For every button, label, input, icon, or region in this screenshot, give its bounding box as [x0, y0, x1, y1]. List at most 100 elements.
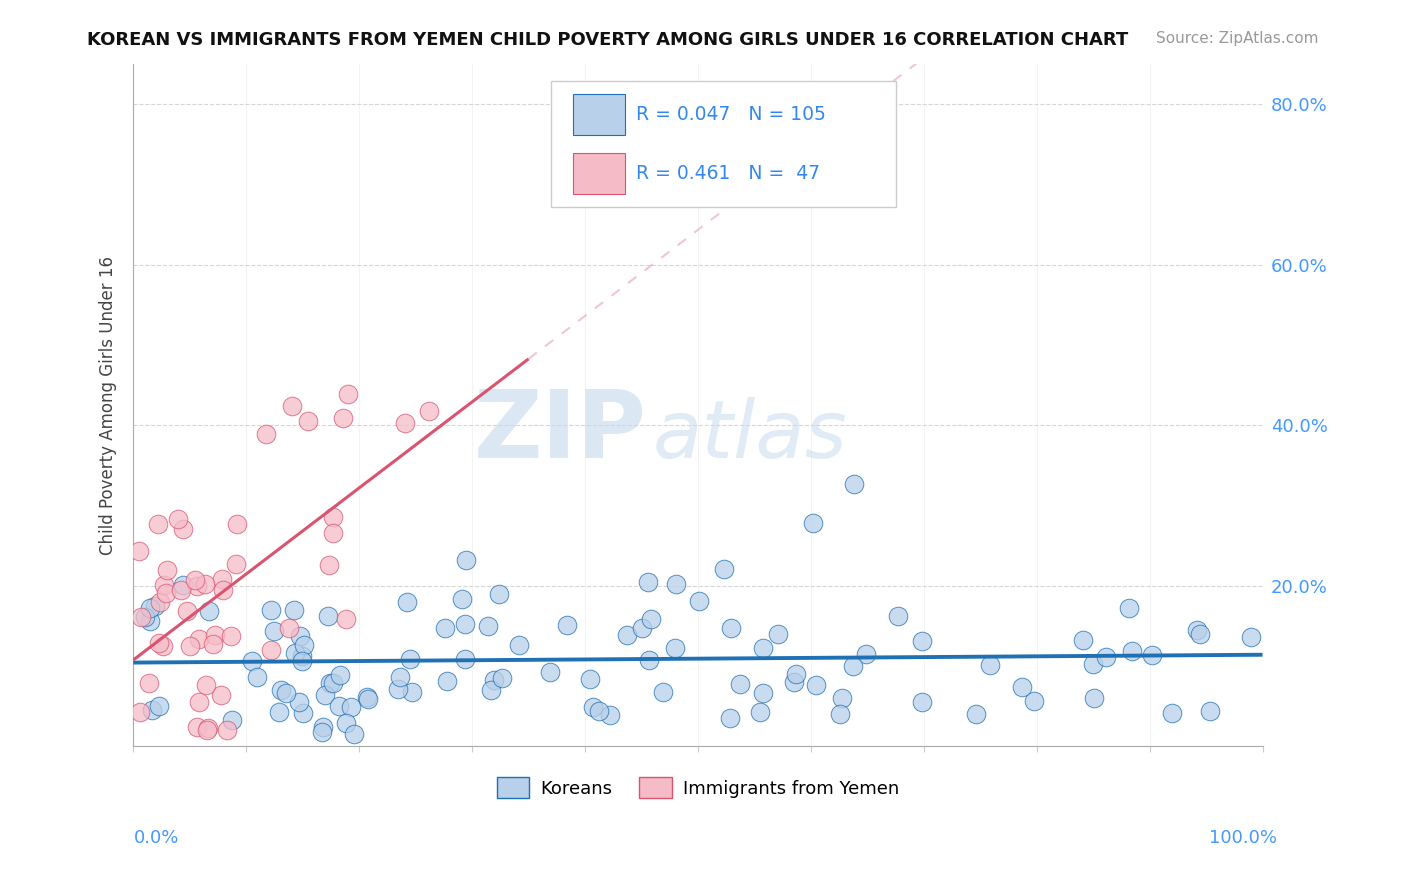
Text: atlas: atlas — [652, 397, 848, 475]
Point — [831, 690, 853, 705]
Point — [221, 713, 243, 727]
Point — [284, 646, 307, 660]
Point — [616, 628, 638, 642]
Point — [1024, 694, 1046, 708]
Legend: Koreans, Immigrants from Yemen: Koreans, Immigrants from Yemen — [489, 770, 905, 805]
Point — [855, 647, 877, 661]
Point — [283, 603, 305, 617]
Point — [389, 670, 412, 684]
Point — [436, 673, 458, 688]
Point — [149, 595, 172, 609]
Point — [292, 638, 315, 652]
Point — [337, 386, 360, 401]
Point — [538, 665, 561, 679]
Point — [688, 593, 710, 607]
Point — [911, 633, 934, 648]
Point — [491, 671, 513, 685]
FancyBboxPatch shape — [572, 94, 624, 135]
Point — [254, 426, 277, 441]
Point — [631, 621, 654, 635]
Point — [768, 627, 790, 641]
Point — [204, 628, 226, 642]
Point — [842, 659, 865, 673]
Point — [322, 510, 344, 524]
Point — [477, 619, 499, 633]
Point — [278, 621, 301, 635]
Text: R = 0.047   N = 105: R = 0.047 N = 105 — [636, 105, 825, 124]
Point — [713, 562, 735, 576]
Point — [599, 707, 621, 722]
Point — [288, 695, 311, 709]
Point — [288, 629, 311, 643]
Point — [225, 557, 247, 571]
Point — [179, 640, 201, 654]
Point — [281, 399, 304, 413]
Point — [387, 682, 409, 697]
Point — [211, 572, 233, 586]
Point — [129, 609, 152, 624]
Point — [315, 689, 337, 703]
Point — [195, 723, 218, 737]
Point — [246, 670, 269, 684]
Point — [202, 637, 225, 651]
Point — [728, 677, 751, 691]
Point — [198, 604, 221, 618]
Point — [318, 558, 340, 572]
Point — [640, 612, 662, 626]
Point — [143, 599, 166, 613]
Point — [267, 706, 290, 720]
Point — [1185, 623, 1208, 637]
Point — [318, 609, 340, 624]
Point — [785, 666, 807, 681]
Point — [394, 416, 416, 430]
Text: Source: ZipAtlas.com: Source: ZipAtlas.com — [1156, 31, 1319, 46]
Point — [1142, 648, 1164, 663]
Point — [170, 582, 193, 597]
Text: KOREAN VS IMMIGRANTS FROM YEMEN CHILD POVERTY AMONG GIRLS UNDER 16 CORRELATION C: KOREAN VS IMMIGRANTS FROM YEMEN CHILD PO… — [87, 31, 1129, 49]
Point — [138, 676, 160, 690]
Point — [186, 720, 208, 734]
Point — [418, 404, 440, 418]
Point — [134, 610, 156, 624]
Text: ZIP: ZIP — [474, 386, 647, 478]
Point — [128, 706, 150, 720]
Point — [579, 672, 602, 686]
Point — [508, 638, 530, 652]
Point — [911, 695, 934, 709]
Point — [152, 639, 174, 653]
FancyBboxPatch shape — [551, 81, 896, 207]
Point — [479, 682, 502, 697]
Point — [128, 544, 150, 558]
Point — [292, 706, 315, 720]
Point — [311, 720, 333, 734]
Point — [720, 621, 742, 635]
Point — [188, 632, 211, 646]
Point — [260, 603, 283, 617]
Point — [665, 577, 688, 591]
Point — [263, 624, 285, 638]
Point — [1081, 657, 1104, 671]
Point — [167, 512, 190, 526]
Point — [748, 705, 770, 719]
Point — [225, 516, 247, 531]
Point — [1188, 627, 1211, 641]
Point — [828, 707, 851, 722]
Point — [557, 617, 579, 632]
Point — [488, 587, 510, 601]
Point — [274, 686, 297, 700]
Point — [887, 608, 910, 623]
Point — [804, 678, 827, 692]
Point — [396, 595, 419, 609]
Point — [311, 724, 333, 739]
Point — [155, 586, 177, 600]
Point — [297, 414, 319, 428]
Point — [401, 684, 423, 698]
Point — [1161, 706, 1184, 720]
Point — [209, 688, 232, 702]
Point — [176, 604, 198, 618]
Point — [318, 676, 340, 690]
Point — [1083, 691, 1105, 706]
Point — [332, 411, 354, 425]
Point — [801, 516, 824, 530]
Point — [399, 651, 422, 665]
